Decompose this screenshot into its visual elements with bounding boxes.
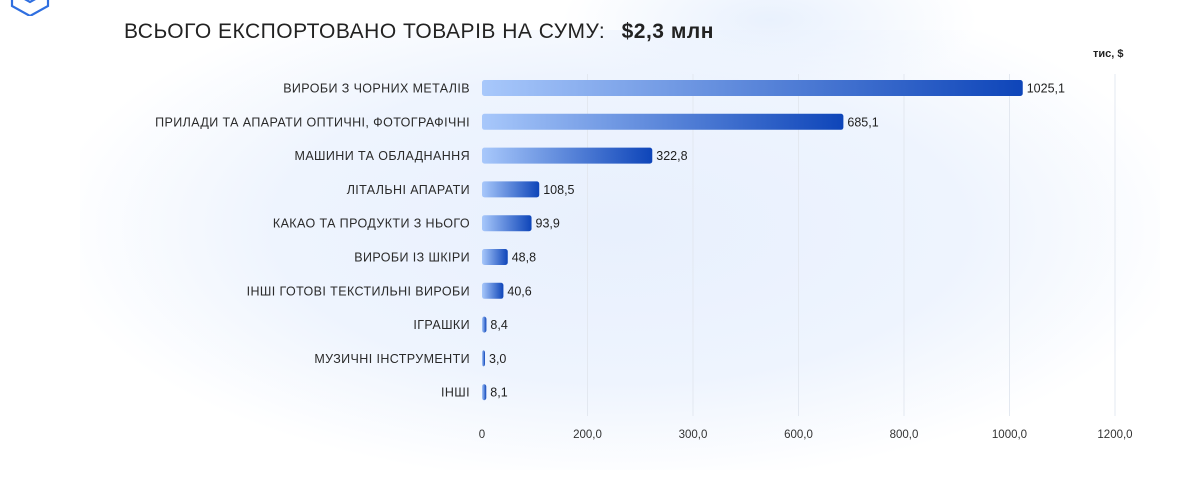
category-label: КАКАО ТА ПРОДУКТИ З НЬОГО [273, 217, 470, 231]
value-label: 108,5 [543, 183, 574, 197]
value-label: 40,6 [507, 284, 531, 298]
x-tick-label: 600,0 [784, 429, 813, 441]
x-tick-label: 1000,0 [992, 429, 1027, 441]
category-label: МУЗИЧНІ ІНСТРУМЕНТИ [314, 352, 470, 366]
value-label: 322,8 [656, 149, 687, 163]
background-glow [80, 30, 1160, 470]
value-label: 1025,1 [1027, 82, 1065, 96]
category-label: ПРИЛАДИ ТА АПАРАТИ ОПТИЧНІ, ФОТОГРАФІЧНІ [155, 115, 470, 129]
bar [482, 316, 487, 333]
subtitle-text: ВСЬОГО ЕКСПОРТОВАНО ТОВАРІВ НА СУМУ: [124, 20, 606, 43]
bar [482, 249, 508, 265]
value-label: 685,1 [847, 115, 878, 129]
value-label: 8,1 [490, 386, 507, 400]
export-total: $2,3 млн [621, 20, 714, 43]
category-label: ВИРОБИ З ЧОРНИХ МЕТАЛІВ [283, 82, 470, 96]
value-label: 3,0 [489, 352, 506, 366]
category-label: ЛІТАЛЬНІ АПАРАТИ [347, 183, 470, 197]
bar [482, 350, 485, 367]
chart-subtitle: ВСЬОГО ЕКСПОРТОВАНО ТОВАРІВ НА СУМУ: $2,… [124, 20, 714, 44]
value-label: 48,8 [512, 251, 536, 265]
x-tick-label: 800,0 [890, 429, 919, 441]
logo-icon [10, 0, 50, 16]
category-label: МАШИНИ ТА ОБЛАДНАННЯ [295, 149, 471, 163]
unit-label: тис, $ [1093, 48, 1124, 60]
category-label: ІНШІ ГОТОВІ ТЕКСТИЛЬНІ ВИРОБИ [247, 284, 470, 298]
bar [482, 215, 532, 232]
bar [482, 384, 487, 401]
bar [482, 147, 653, 164]
bar [482, 80, 1023, 96]
bar [482, 282, 504, 299]
category-label: ІНШІ [441, 386, 470, 400]
x-tick-label: 200,0 [573, 429, 602, 441]
value-label: 93,9 [536, 217, 560, 231]
category-label: ВИРОБИ ІЗ ШКІРИ [354, 251, 470, 265]
bar [482, 113, 844, 130]
category-label: ІГРАШКИ [413, 318, 470, 332]
x-tick-label: 300,0 [679, 429, 708, 441]
bar [482, 181, 540, 198]
value-label: 8,4 [490, 318, 507, 332]
x-tick-label: 0 [479, 429, 485, 441]
x-tick-label: 1200,0 [1097, 429, 1132, 441]
